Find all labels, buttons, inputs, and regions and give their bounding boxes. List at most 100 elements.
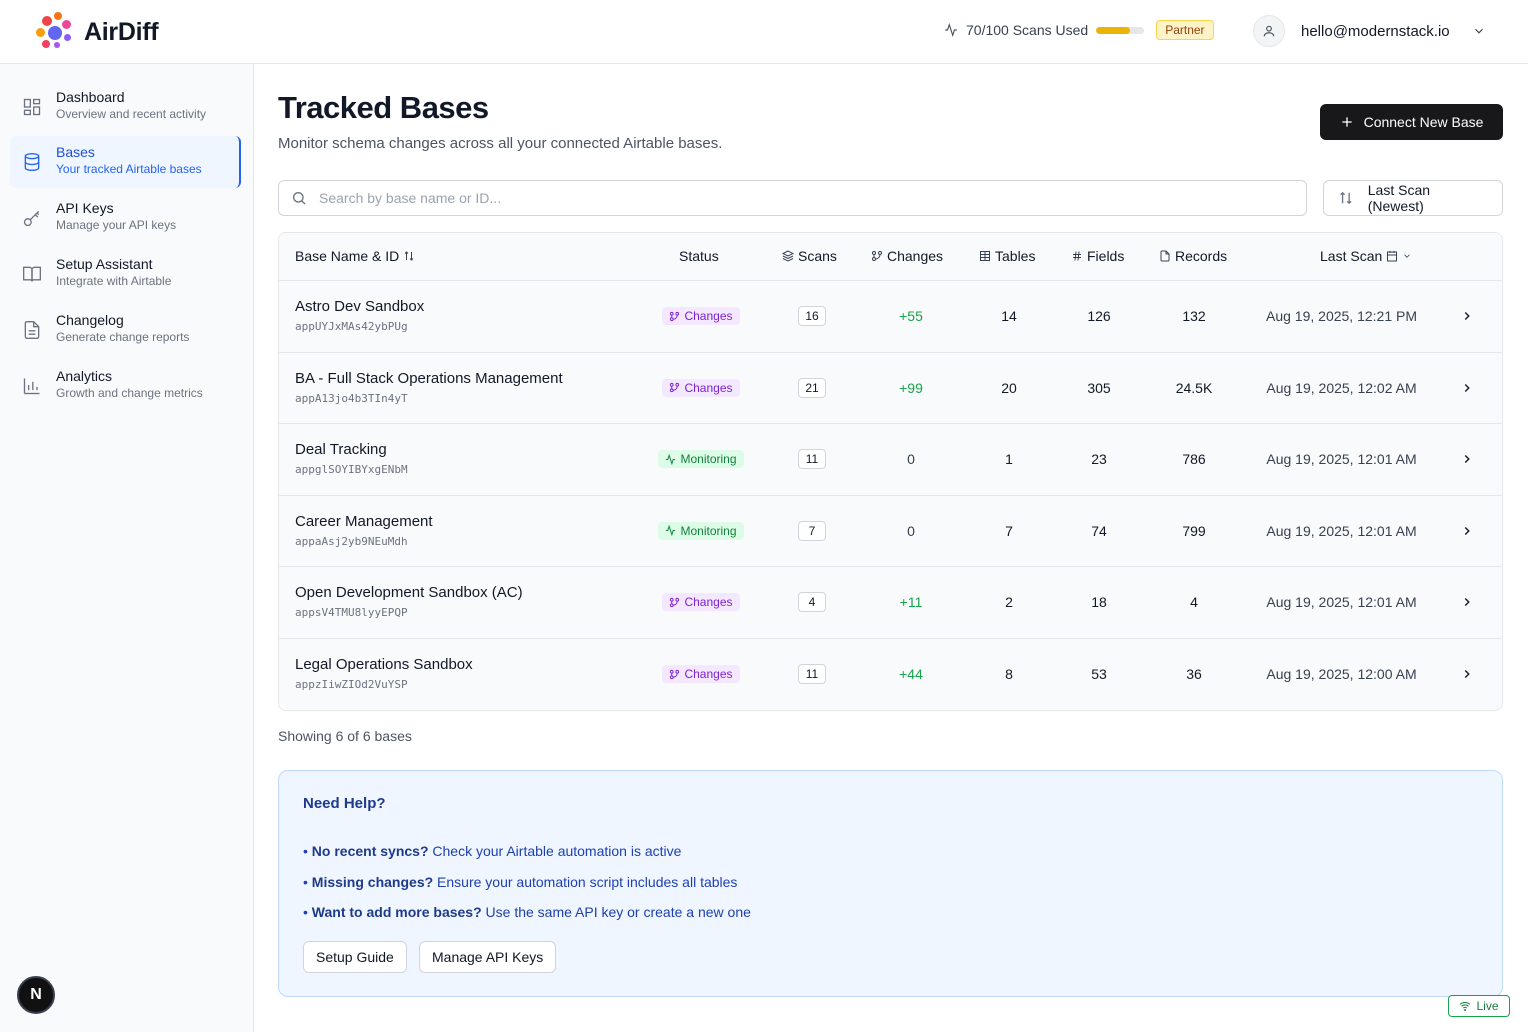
connect-new-base-button[interactable]: Connect New Base: [1320, 104, 1503, 140]
sidebar-item-dashboard[interactable]: Dashboard Overview and recent activity: [10, 81, 241, 133]
column-header-label: Status: [679, 248, 719, 264]
row-open-button[interactable]: [1455, 496, 1479, 567]
changes-cell: 0: [907, 522, 915, 539]
search-bar[interactable]: [278, 180, 1307, 216]
database-icon: [24, 153, 40, 172]
sidebar-item-setup-assistant[interactable]: Setup Assistant Integrate with Airtable: [10, 248, 241, 300]
bases-table: Base Name & ID Status Scans Changes Tabl…: [278, 232, 1503, 711]
status-label: Changes: [684, 309, 733, 324]
base-name: Astro Dev Sandbox: [295, 298, 425, 315]
chevron-right-icon: [1464, 455, 1470, 464]
dev-tools-badge[interactable]: N: [17, 976, 55, 1014]
base-id: appsV4TMU8lyyEPQP: [295, 606, 408, 619]
sidebar-item-subtitle: Integrate with Airtable: [56, 274, 172, 288]
logo-icon: [32, 12, 76, 52]
search-input[interactable]: [319, 190, 1219, 206]
column-header-status: Status: [679, 248, 719, 264]
table-row[interactable]: Open Development Sandbox (AC) appsV4TMU8l…: [279, 567, 1502, 639]
sidebar-item-api-keys[interactable]: API Keys Manage your API keys: [10, 192, 241, 244]
base-name: Deal Tracking: [295, 441, 387, 458]
status-cell: Monitoring: [641, 424, 761, 495]
bar-chart-icon: [23, 378, 40, 395]
calendar-icon: [1387, 251, 1398, 262]
changes-cell: +44: [899, 666, 923, 683]
column-header-label: Base Name & ID: [295, 248, 400, 264]
row-open-button[interactable]: [1455, 353, 1479, 424]
fields-cell: 53: [1091, 666, 1107, 683]
help-item-answer: Use the same API key or create a new one: [481, 904, 751, 920]
base-id: appzIiwZIOd2VuYSP: [295, 677, 408, 691]
column-header-label: Last Scan: [1320, 248, 1383, 264]
row-open-button[interactable]: [1455, 281, 1479, 352]
base-name: Open Development Sandbox (AC): [295, 584, 523, 601]
chevron-down-icon[interactable]: [1472, 24, 1486, 38]
chevron-right-icon: [1464, 598, 1470, 607]
chevron-right-icon: [1464, 526, 1470, 535]
setup-guide-button[interactable]: Setup Guide: [303, 941, 407, 973]
row-open-button[interactable]: [1455, 424, 1479, 495]
status-badge: Monitoring: [658, 521, 744, 540]
records-cell: 4: [1190, 594, 1198, 611]
scans-cell: 16: [782, 281, 842, 352]
layers-icon: [782, 250, 794, 262]
tables-cell: 7: [1005, 522, 1013, 539]
chevron-down-icon: [1404, 254, 1411, 258]
chevron-right-icon: [1464, 670, 1470, 679]
scan-count: 4: [798, 592, 826, 613]
status-label: Monitoring: [680, 452, 737, 467]
status-badge: Changes: [662, 378, 740, 397]
column-header-label: Changes: [887, 248, 944, 264]
records-cell: 799: [1182, 522, 1206, 539]
changes-cell: 0: [907, 451, 915, 468]
table-header: Base Name & ID Status Scans Changes Tabl…: [279, 233, 1502, 281]
sort-value: Last Scan (Newest): [1367, 182, 1431, 214]
column-header-changes: Changes: [871, 248, 943, 264]
last-scan-cell: Aug 19, 2025, 12:01 AM: [1266, 594, 1417, 611]
sidebar-item-analytics[interactable]: Analytics Growth and change metrics: [10, 360, 241, 412]
scans-cell: 11: [782, 424, 842, 495]
changes-cell: +99: [899, 379, 923, 396]
manage-api-keys-button[interactable]: Manage API Keys: [419, 941, 557, 973]
tables-cell: 2: [1005, 594, 1013, 611]
status-cell: Changes: [641, 353, 761, 424]
status-cell: Changes: [641, 639, 761, 711]
column-header-last-scan[interactable]: Last Scan: [1320, 248, 1412, 264]
sidebar-item-title: Setup Assistant: [56, 256, 153, 272]
fields-cell: 126: [1087, 308, 1111, 325]
fields-cell: 74: [1091, 522, 1107, 539]
chevron-right-icon: [1464, 312, 1470, 321]
sidebar-item-bases[interactable]: Bases Your tracked Airtable bases: [10, 136, 241, 188]
avatar[interactable]: [1253, 15, 1285, 47]
last-scan-cell: Aug 19, 2025, 12:01 AM: [1266, 451, 1417, 468]
sort-arrows-icon: [404, 251, 414, 261]
records-cell: 132: [1182, 308, 1206, 325]
scans-cell: 7: [782, 496, 842, 567]
row-open-button[interactable]: [1455, 567, 1479, 638]
table-row[interactable]: Legal Operations Sandbox appzIiwZIOd2VuYS…: [279, 638, 1502, 711]
table-row[interactable]: Deal Tracking appglSOYIBYxgENbM Monitoring…: [279, 424, 1502, 496]
table-row[interactable]: BA - Full Stack Operations Management app…: [279, 352, 1502, 424]
status-badge: Changes: [662, 307, 740, 326]
sidebar-item-subtitle: Your tracked Airtable bases: [56, 162, 202, 176]
table-row[interactable]: Astro Dev Sandbox appUYJxMAs42ybPUg Change…: [279, 281, 1502, 353]
changes-cell: +11: [899, 594, 923, 611]
column-header-records: Records: [1159, 248, 1227, 264]
sidebar-item-subtitle: Manage your API keys: [56, 218, 177, 232]
tables-cell: 8: [1005, 666, 1013, 683]
app-logo[interactable]: AirDiff: [32, 12, 159, 52]
column-header-name[interactable]: Base Name & ID: [295, 248, 415, 264]
sidebar-item-subtitle: Growth and change metrics: [56, 386, 203, 400]
row-open-button[interactable]: [1455, 639, 1479, 711]
sidebar-item-title: Dashboard: [56, 89, 125, 105]
table-row[interactable]: Career Management appaAsj2yb9NEuMdh Monito…: [279, 495, 1502, 567]
document-icon: [1160, 250, 1170, 262]
help-title: Need Help?: [303, 795, 386, 812]
user-menu[interactable]: hello@modernstack.io: [1253, 15, 1486, 47]
usage-progress-bar: [1096, 26, 1145, 34]
plus-icon: [1341, 117, 1352, 127]
help-item-question: No recent syncs?: [311, 843, 429, 859]
sort-select[interactable]: Last Scan (Newest): [1323, 180, 1503, 216]
sidebar-item-changelog[interactable]: Changelog Generate change reports: [10, 304, 241, 356]
records-cell: 24.5K: [1175, 379, 1213, 396]
user-icon: [1263, 25, 1275, 37]
